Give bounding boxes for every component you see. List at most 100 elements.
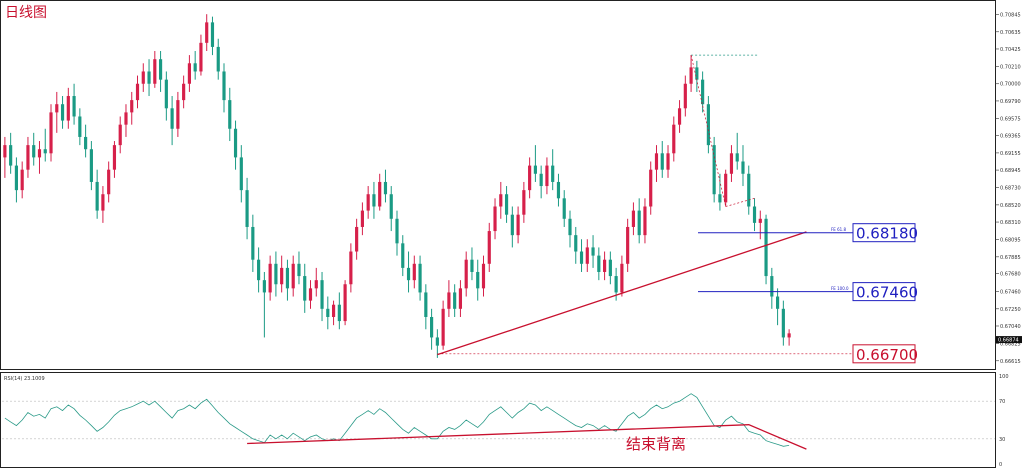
candle-body	[418, 263, 422, 293]
candle-body	[689, 67, 693, 84]
candle-body	[781, 308, 785, 338]
price-tick-label: 0.69365	[1000, 134, 1021, 140]
fibonacci-annotations: FE 61.8 0.68180 FE 100.0 0.67460 0.66700	[437, 54, 918, 364]
candle-body	[631, 210, 636, 227]
candle-body	[683, 83, 687, 109]
candle-body	[758, 218, 762, 223]
candle-body	[107, 169, 111, 195]
price-tick-label: 0.67460	[1000, 290, 1021, 296]
candle-body	[158, 59, 163, 80]
candle-body	[280, 267, 284, 285]
candle-body	[233, 128, 238, 158]
candle-body	[729, 153, 734, 174]
candle-body	[597, 255, 601, 272]
price-tick-label: 0.69790	[1000, 99, 1021, 105]
candle-body	[533, 165, 537, 174]
level-price-label: 0.66700	[856, 346, 918, 364]
candle-body	[453, 292, 457, 309]
candle-body	[383, 181, 388, 195]
candle-body	[643, 206, 647, 236]
candle-body	[84, 136, 88, 150]
level-price-label: 0.68180	[856, 225, 918, 243]
price-tick-label: 0.70210	[1000, 65, 1021, 71]
rsi-series: 结束背离	[4, 393, 807, 453]
candle-body	[326, 308, 330, 317]
fib-level-small-label: FE 61.8	[831, 227, 846, 232]
candle-body	[141, 71, 145, 84]
price-tick-label: 0.66825	[1000, 342, 1021, 348]
candle-body	[464, 259, 468, 289]
candle-body	[787, 333, 791, 338]
candle-body	[545, 165, 549, 187]
chart-title: 日线图	[5, 5, 47, 21]
price-tick-label: 0.68945	[1000, 168, 1021, 174]
price-tick-label: 0.67680	[1000, 272, 1021, 278]
divergence-label: 结束背离	[626, 435, 686, 453]
candle-body	[182, 83, 186, 101]
candle-body	[43, 149, 47, 154]
candle-body	[66, 96, 70, 121]
support-trendline	[437, 231, 807, 356]
candle-body	[95, 181, 99, 211]
candle-body	[3, 145, 7, 158]
fib-level-small-label: FE 100.0	[831, 286, 849, 291]
candle-body	[735, 153, 739, 162]
candle-body	[222, 71, 226, 101]
price-tick-label: 0.67885	[1000, 255, 1021, 261]
level-price-box	[852, 282, 916, 302]
price-tick-label: 0.68310	[1000, 220, 1021, 226]
candle-body	[666, 153, 670, 170]
candle-body	[747, 173, 751, 207]
rsi-tick-label: 70	[999, 399, 1005, 405]
candle-body	[187, 63, 191, 84]
candle-body	[366, 194, 370, 211]
candle-body	[579, 251, 584, 264]
candle-body	[291, 263, 295, 289]
candle-body	[130, 100, 134, 113]
candle-body	[337, 304, 341, 322]
current-price-box	[996, 336, 1022, 344]
candle-body	[55, 104, 59, 113]
candle-body	[487, 231, 491, 264]
candle-body	[481, 263, 486, 289]
candle-body	[147, 71, 151, 84]
candle-body	[626, 226, 630, 264]
price-tick-label: 0.69155	[1000, 151, 1021, 157]
candle-body	[637, 210, 641, 236]
candle-body	[314, 280, 318, 289]
swing-projection-dotted	[725, 197, 755, 207]
price-tick-label: 0.67040	[1000, 324, 1021, 330]
divergence-line	[247, 424, 807, 450]
candle-body	[395, 218, 399, 244]
candle-body	[210, 22, 215, 47]
candle-body	[493, 206, 497, 232]
candle-body	[522, 190, 526, 215]
candle-body	[176, 100, 180, 129]
candle-body	[372, 194, 376, 207]
level-price-label: 0.67460	[856, 284, 918, 302]
price-tick-label: 0.70000	[1000, 82, 1021, 88]
candle-body	[216, 46, 220, 72]
candle-body	[724, 173, 728, 203]
candle-body	[205, 22, 209, 43]
candle-body	[574, 235, 578, 252]
candle-body	[424, 292, 428, 317]
candle-body	[251, 226, 255, 260]
candle-body	[603, 259, 607, 272]
price-tick-label: 0.68095	[1000, 238, 1021, 244]
rsi-axis: 100 70 30 0	[2, 374, 1009, 468]
candle-body	[72, 96, 76, 117]
price-tick-label: 0.70635	[1000, 30, 1021, 36]
current-price-label: 0.66874	[998, 338, 1019, 344]
price-panel-frame	[0, 0, 996, 370]
candle-body	[78, 116, 82, 137]
candle-body	[562, 198, 566, 219]
candle-body	[20, 169, 24, 191]
price-tick-label: 0.68730	[1000, 186, 1021, 192]
rsi-line	[4, 393, 790, 447]
candle-body	[199, 42, 203, 72]
candle-body	[331, 304, 336, 317]
candle-body	[752, 206, 757, 223]
candle-body	[170, 108, 174, 129]
candle-body	[228, 100, 232, 129]
